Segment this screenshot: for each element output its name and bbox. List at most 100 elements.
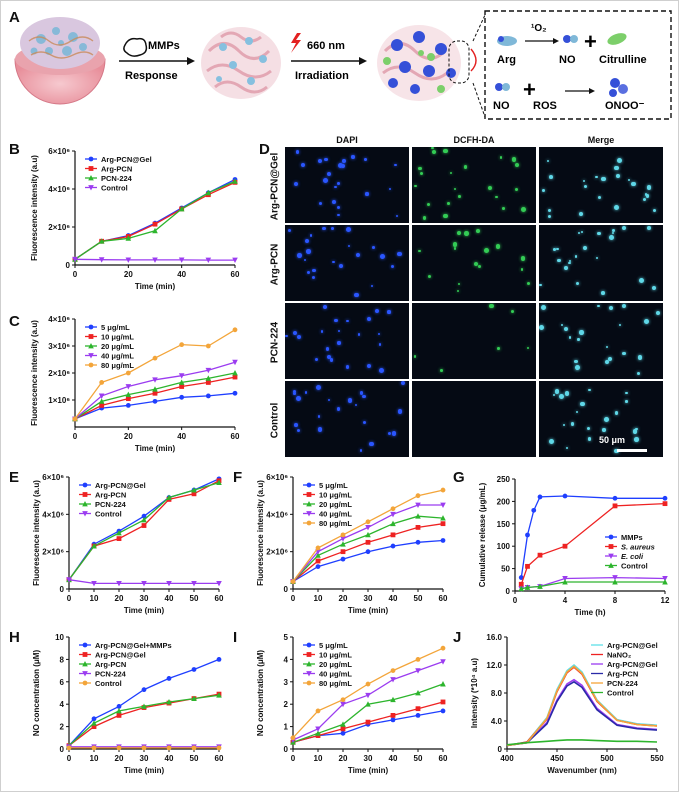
data-point: [440, 681, 446, 687]
y-tick-label: 6×10⁶: [48, 147, 70, 156]
data-point: [191, 491, 197, 497]
data-point: [525, 532, 530, 538]
micrograph-1-0: [285, 225, 409, 301]
data-point: [440, 487, 446, 493]
series-line: [68, 693, 220, 747]
data-point: [141, 581, 147, 587]
data-point: [116, 704, 122, 709]
legend-marker: [88, 324, 94, 330]
micrograph-2-1: [412, 303, 536, 379]
micrograph-0-1: [412, 147, 536, 223]
data-point: [340, 701, 346, 708]
series-line: [68, 478, 220, 581]
no-molecule-icon: [563, 35, 578, 43]
data-point: [98, 238, 105, 244]
legend-label: 5 μg/mL: [319, 481, 348, 490]
data-point: [152, 227, 158, 234]
x-tick-label: 50: [190, 594, 199, 603]
legend-marker: [608, 553, 614, 559]
series-F-3: [290, 502, 446, 585]
series-G-0: [518, 493, 668, 580]
y-tick-label: 10: [55, 633, 64, 642]
schematic-panel: MMPs Response 660 nm Irradiation: [14, 10, 672, 120]
data-point: [365, 701, 371, 707]
data-point: [662, 495, 668, 501]
panel-letter-e: E: [9, 469, 20, 486]
y-tick-label: 3: [284, 678, 289, 687]
y-tick-label: 100: [497, 542, 511, 551]
x-tick-label: 20: [115, 754, 124, 763]
series-line: [506, 680, 658, 747]
series-J-5: [506, 739, 658, 746]
x-tick-label: 20: [124, 270, 133, 279]
reaction1-oxidant: ¹O₂: [531, 23, 547, 34]
data-point: [440, 515, 446, 521]
data-point: [98, 393, 105, 399]
series-line: [506, 665, 658, 747]
legend-label: 80 μg/mL: [319, 679, 352, 688]
data-point: [232, 327, 238, 333]
data-point: [91, 720, 97, 726]
data-point: [315, 564, 321, 569]
y-tick-label: 1: [284, 723, 289, 732]
hydrogel-sphere: [14, 17, 106, 105]
data-point: [91, 581, 97, 587]
data-point: [166, 698, 172, 705]
x-tick-label: 0: [73, 270, 78, 279]
reaction-box: [484, 10, 672, 120]
data-point: [91, 716, 97, 722]
data-point: [440, 502, 446, 508]
series-line: [506, 739, 658, 746]
legend-label: Control: [607, 688, 634, 697]
data-point: [232, 390, 238, 396]
x-tick-label: 40: [177, 432, 186, 441]
step1-bottom-label: Response: [125, 70, 178, 82]
plus-icon: +: [584, 29, 597, 54]
micrograph-1-2: [539, 225, 663, 301]
microscopy-grid: DAPI DCFH-DA Merge Arg-PCN@Gel Arg-PCN P…: [263, 135, 673, 457]
legend-label: Arg-PCN@Gel: [101, 155, 152, 164]
series-line: [68, 694, 220, 747]
data-point: [216, 479, 222, 485]
series-F-0: [290, 538, 446, 584]
series-line: [520, 502, 666, 585]
series-B-3: [72, 256, 238, 264]
series-G-1: [518, 501, 668, 587]
data-point: [390, 532, 396, 538]
data-point: [340, 532, 346, 538]
y-tick-label: 4×10⁶: [48, 185, 70, 194]
legend-marker: [306, 520, 312, 526]
data-point: [141, 687, 147, 693]
data-point: [340, 726, 346, 732]
data-point: [98, 398, 105, 404]
legend-label: PCN-224: [95, 669, 127, 678]
data-point: [125, 235, 132, 241]
data-point: [390, 677, 396, 683]
data-point: [612, 495, 618, 501]
y-axis-label: NO concentration (μM): [256, 650, 265, 737]
legend-label: Arg-PCN@Gel: [95, 650, 146, 659]
y-tick-label: 4×10⁶: [48, 315, 70, 324]
x-axis-label: Wavenumber (nm): [547, 766, 617, 775]
legend-marker: [82, 642, 88, 648]
data-point: [125, 257, 132, 263]
legend-marker: [608, 534, 614, 540]
series-line: [68, 658, 220, 747]
panel-letter-c: C: [9, 313, 20, 330]
plus-icon-2: +: [523, 77, 536, 102]
data-point: [415, 690, 421, 696]
data-point: [415, 502, 421, 508]
chart-F: 0 10 20 30 40 50 60 0 2×10⁶ 4×10⁶ 6×10⁶ Time (min) F…: [256, 473, 448, 615]
panel-letter-j: J: [453, 629, 462, 646]
y-axis-label: NO concentration (μM): [32, 650, 41, 737]
data-point: [365, 525, 371, 531]
data-point: [365, 719, 371, 725]
data-point: [390, 543, 396, 549]
y-tick-label: 0: [498, 745, 503, 754]
legend-label: 20 μg/mL: [101, 342, 134, 351]
legend-marker: [88, 156, 94, 162]
legend-marker: [82, 511, 88, 517]
data-point: [141, 745, 147, 751]
